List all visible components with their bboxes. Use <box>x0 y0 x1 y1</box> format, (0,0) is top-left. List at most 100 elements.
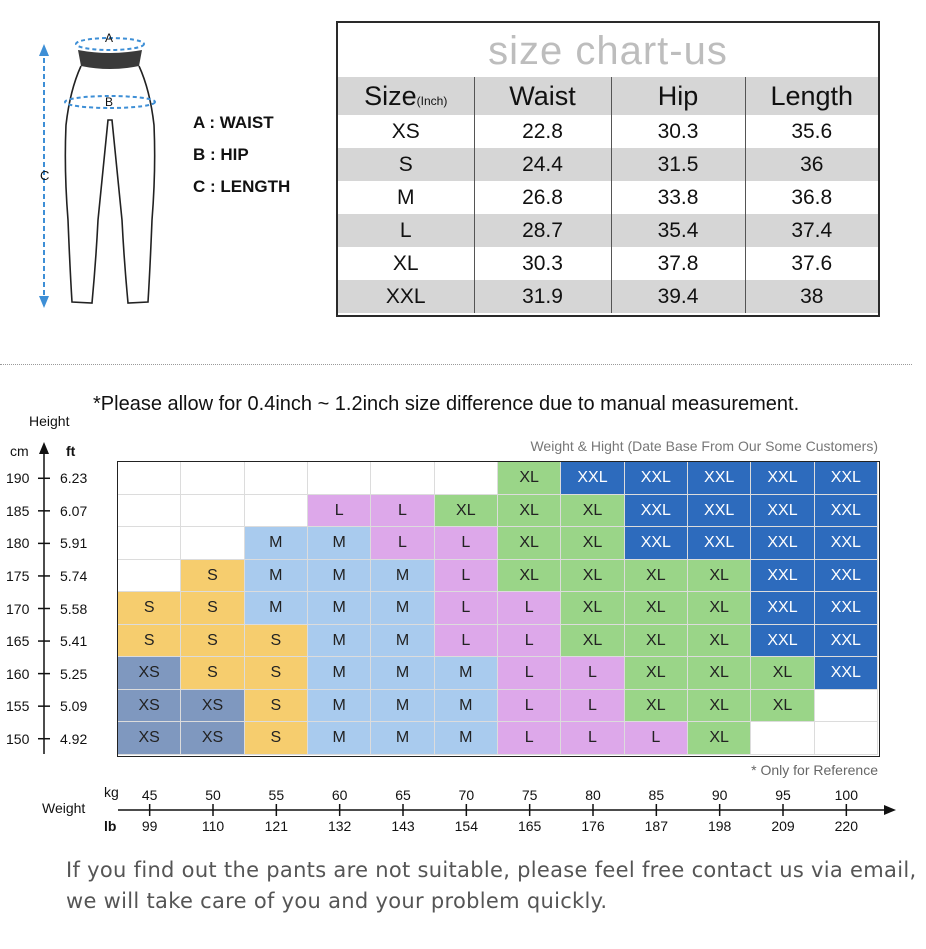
length-cell: 36 <box>744 148 878 181</box>
grid-cell: S <box>244 689 308 723</box>
grid-cell <box>118 559 182 593</box>
weight-kg-label: 80 <box>585 787 601 803</box>
length-cell: 37.6 <box>744 247 878 280</box>
grid-cell <box>751 722 815 755</box>
height-cm-label: 150 <box>6 730 30 747</box>
grid-cell: XXL <box>814 657 878 690</box>
marker-c: C <box>40 168 49 183</box>
weight-kg-label: 85 <box>648 787 665 803</box>
grid-cell: L <box>561 722 625 755</box>
grid-cell: M <box>371 689 435 723</box>
table-row: M 26.8 33.8 36.8 <box>338 181 878 214</box>
table-row: S 24.4 31.5 36 <box>338 148 878 181</box>
measurement-note: *Please allow for 0.4inch ~ 1.2inch size… <box>93 393 800 415</box>
length-cell: 38 <box>744 280 878 313</box>
grid-cell: L <box>498 689 562 723</box>
leggings-illustration: C A B <box>39 31 156 308</box>
weight-kg-label: 65 <box>395 787 411 803</box>
grid-cell: XL <box>561 494 625 528</box>
height-ft-label: 6.07 <box>60 502 88 519</box>
grid-cell: XS <box>118 689 182 723</box>
height-cm-label: 190 <box>6 470 30 487</box>
grid-cell: M <box>308 689 372 723</box>
grid-cell: L <box>434 527 498 560</box>
grid-cell: XL <box>751 689 815 723</box>
grid-cell: M <box>371 559 435 593</box>
height-cm-label: 170 <box>6 600 30 617</box>
header-hip: Hip <box>610 77 745 115</box>
size-table-header: Size(Inch) Waist Hip Length <box>338 77 878 115</box>
grid-cell: L <box>434 592 498 625</box>
grid-cell: M <box>244 592 308 625</box>
size-cell: M <box>397 185 415 209</box>
grid-cell: M <box>371 657 435 690</box>
waist-cell: 28.7 <box>473 214 611 247</box>
grid-caption: Weight & Hight (Date Base From Our Some … <box>530 438 878 454</box>
grid-cell: XXL <box>624 527 688 560</box>
hip-cell: 37.8 <box>610 247 745 280</box>
header-length: Length <box>744 77 878 115</box>
grid-cell: XXL <box>751 592 815 625</box>
grid-cell: XXL <box>751 559 815 593</box>
height-ft-label: 5.91 <box>60 535 88 552</box>
size-grid: XL XXL XXL XXL XXL XXL L L XL XL XL XXL XXL XXL XXL M M L… <box>117 461 880 757</box>
weight-kg-label: 50 <box>205 787 221 803</box>
grid-cell: L <box>434 559 498 593</box>
grid-cell: XXL <box>751 494 815 528</box>
height-ft-label: 5.09 <box>60 698 88 715</box>
grid-cell: XL <box>624 592 688 625</box>
grid-cell: M <box>434 657 498 690</box>
height-cm-label: 160 <box>6 665 30 682</box>
grid-cell: XL <box>561 592 625 625</box>
grid-cell: S <box>181 624 245 658</box>
weight-lb-label: 209 <box>771 818 795 834</box>
height-ft-label: 6.23 <box>60 470 88 487</box>
height-axis-title: Height <box>29 413 70 429</box>
grid-cell: S <box>244 657 308 690</box>
header-waist: Waist <box>473 77 611 115</box>
grid-cell: L <box>498 657 562 690</box>
height-cm-label: 165 <box>6 633 30 650</box>
grid-cell: M <box>308 624 372 658</box>
grid-cell: XXL <box>751 462 815 495</box>
grid-cell <box>181 462 245 495</box>
legend-length: C : LENGTH <box>193 177 291 196</box>
weight-lb-label: 143 <box>391 818 415 834</box>
size-chart-title: size chart-us <box>488 29 728 73</box>
grid-cell: XL <box>688 559 752 593</box>
grid-cell: XXL <box>561 462 625 495</box>
grid-cell: L <box>371 494 435 528</box>
grid-cell: M <box>434 689 498 723</box>
grid-cell: XL <box>688 624 752 658</box>
hip-cell: 35.4 <box>610 214 745 247</box>
section-divider <box>0 364 912 365</box>
grid-cell: S <box>181 657 245 690</box>
grid-cell: M <box>244 559 308 593</box>
length-cell: 36.8 <box>744 181 878 214</box>
waist-cell: 26.8 <box>473 181 611 214</box>
grid-cell: XXL <box>814 462 878 495</box>
grid-cell: XL <box>434 494 498 528</box>
grid-cell: XL <box>751 657 815 690</box>
height-ft-label: 5.41 <box>60 633 88 650</box>
grid-cell: XL <box>624 559 688 593</box>
grid-cell: M <box>244 527 308 560</box>
height-cm-label: 185 <box>6 502 30 519</box>
weight-kg-label: 90 <box>711 787 728 803</box>
table-row: XXL 31.9 39.4 38 <box>338 280 878 313</box>
grid-cell: M <box>308 592 372 625</box>
footer-text: If you find out the pants are not suitab… <box>66 855 916 917</box>
height-ft-label: 5.58 <box>60 600 88 617</box>
kg-unit: kg <box>104 784 119 800</box>
waist-cell: 24.4 <box>473 148 611 181</box>
weight-lb-label: 121 <box>264 818 288 834</box>
grid-cell <box>244 462 308 495</box>
grid-cell: S <box>244 624 308 658</box>
lb-unit: lb <box>104 818 117 834</box>
grid-cell <box>244 494 308 528</box>
grid-cell: XXL <box>814 527 878 560</box>
weight-lb-label: 99 <box>141 818 158 834</box>
height-axis <box>38 442 50 754</box>
grid-cell: XXL <box>751 527 815 560</box>
grid-cell: XL <box>688 722 752 755</box>
